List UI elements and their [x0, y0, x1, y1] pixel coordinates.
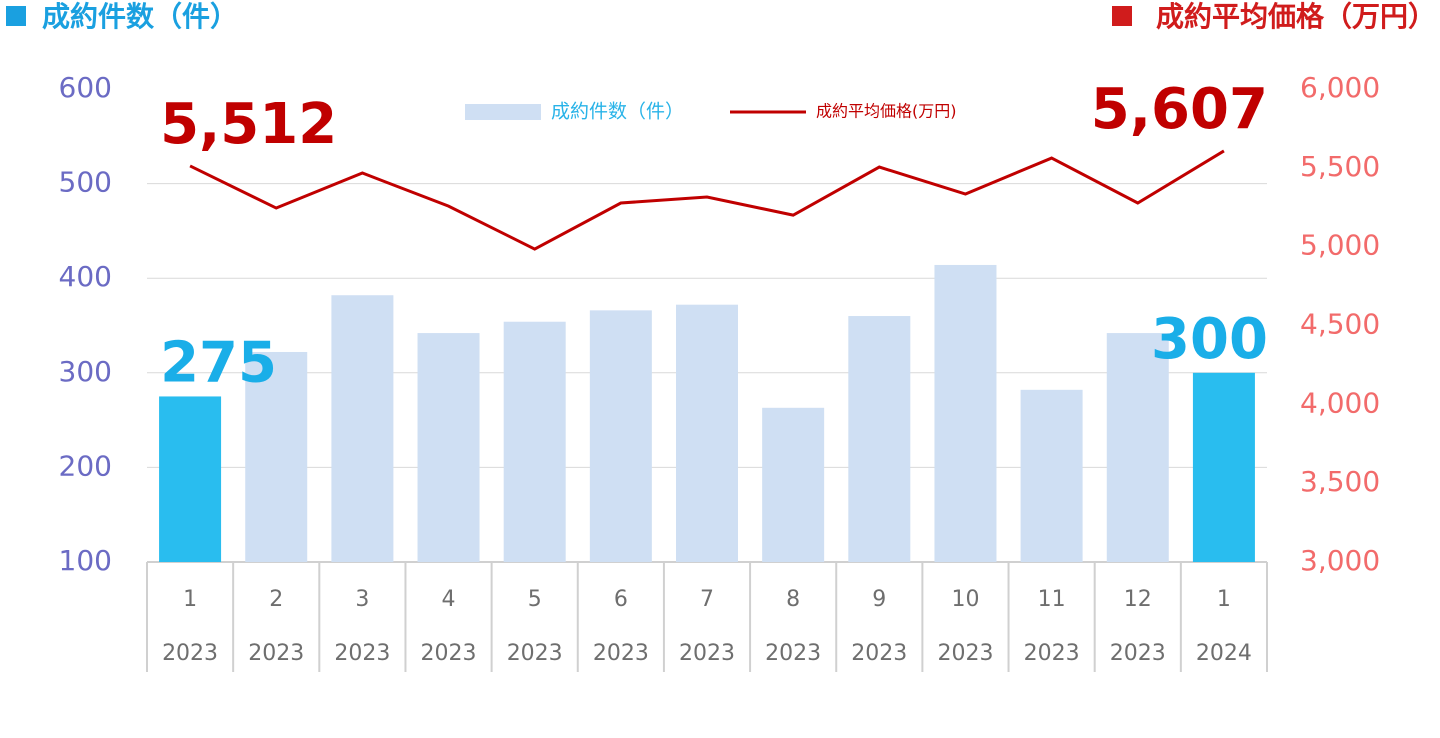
data-label: 300 [1151, 307, 1268, 372]
bar [589, 310, 652, 562]
x-tick-label: 11 [1038, 587, 1066, 612]
y2-tick-label: 3,500 [1300, 465, 1380, 498]
y-tick-label: 400 [59, 260, 112, 293]
x-year-label: 2023 [1110, 641, 1166, 666]
x-tick-label: 7 [700, 587, 714, 612]
bar [676, 304, 738, 562]
x-tick-label: 9 [872, 587, 886, 612]
y2-tick-label: 5,500 [1300, 150, 1380, 183]
data-label: 275 [160, 331, 277, 396]
y2-tick-label: 5,000 [1300, 229, 1380, 262]
y-tick-label: 500 [59, 166, 112, 199]
data-label: 5,607 [1091, 77, 1268, 142]
x-year-label: 2023 [851, 641, 907, 666]
legend-square [6, 6, 26, 26]
y-tick-label: 200 [59, 449, 112, 482]
bar [245, 351, 308, 562]
bar [159, 396, 222, 562]
bar [934, 264, 997, 562]
x-tick-label: 10 [951, 587, 979, 612]
bar [417, 333, 480, 562]
y-axis-title: 成約件数（件） [42, 0, 238, 33]
x-tick-label: 6 [614, 587, 628, 612]
y-tick-label: 100 [59, 544, 112, 577]
bar [503, 321, 566, 562]
bar [848, 316, 911, 562]
x-tick-label: 2 [269, 587, 283, 612]
x-year-label: 2023 [421, 641, 477, 666]
x-year-label: 2024 [1196, 641, 1252, 666]
x-tick-label: 12 [1124, 587, 1152, 612]
y-tick-label: 300 [59, 355, 112, 388]
bar [1020, 389, 1083, 562]
x-year-label: 2023 [679, 641, 735, 666]
y2-axis-title: 成約平均価格（万円） [1156, 0, 1436, 33]
bar [1192, 372, 1255, 562]
data-label: 5,512 [160, 92, 337, 157]
x-tick-label: 3 [355, 587, 369, 612]
bar [1106, 333, 1169, 562]
x-tick-label: 1 [1217, 587, 1231, 612]
x-year-label: 2023 [507, 641, 563, 666]
x-tick-label: 5 [528, 587, 542, 612]
y-tick-label: 600 [59, 71, 112, 104]
x-tick-label: 4 [442, 587, 456, 612]
x-year-label: 2023 [334, 641, 390, 666]
legend-swatch [465, 104, 541, 120]
bar [331, 295, 394, 562]
line [189, 149, 1225, 251]
legend-square [1112, 6, 1132, 26]
y2-tick-label: 4,000 [1300, 386, 1380, 419]
legend-label: 成約件数（件） [551, 101, 684, 123]
x-year-label: 2023 [765, 641, 821, 666]
legend-label: 成約平均価格(万円) [816, 102, 957, 121]
x-year-label: 2023 [1024, 641, 1080, 666]
y2-tick-label: 6,000 [1300, 71, 1380, 104]
x-year-label: 2023 [162, 641, 218, 666]
x-year-label: 2023 [248, 641, 304, 666]
y2-tick-label: 3,000 [1300, 544, 1380, 577]
x-tick-label: 1 [183, 587, 197, 612]
x-tick-label: 8 [786, 587, 800, 612]
x-year-label: 2023 [937, 641, 993, 666]
y2-tick-label: 4,500 [1300, 308, 1380, 341]
x-year-label: 2023 [593, 641, 649, 666]
bar [762, 407, 825, 562]
